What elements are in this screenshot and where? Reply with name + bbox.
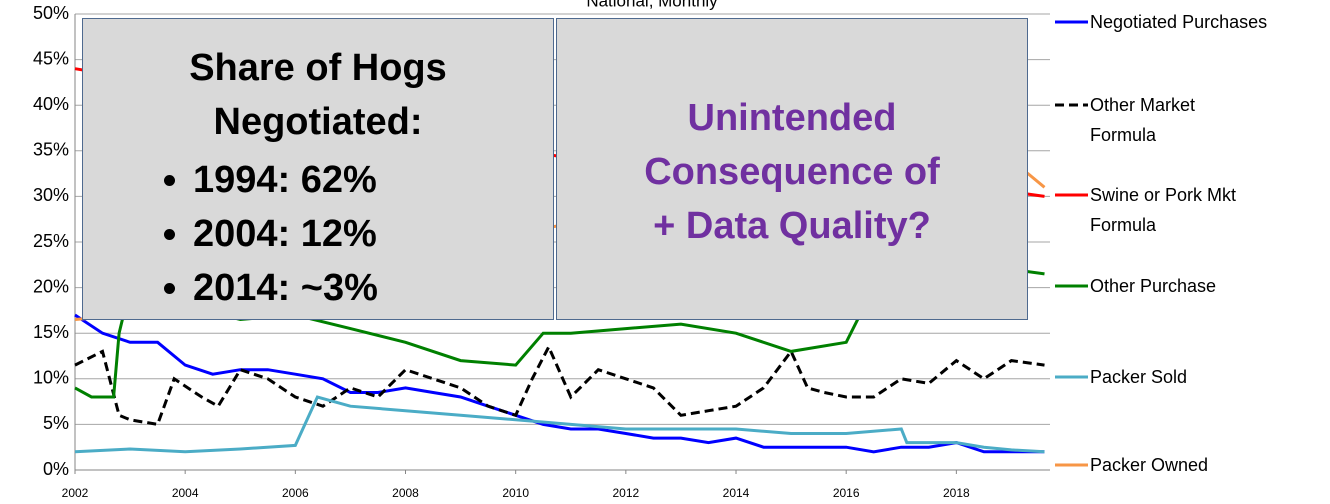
annotation-list: 1994: 62% 2004: 12% 2014: ~3% bbox=[83, 153, 553, 315]
x-tick-label: 2012 bbox=[612, 486, 639, 500]
legend-label: Packer Sold bbox=[1090, 367, 1188, 387]
series-line bbox=[74, 395, 1045, 454]
y-tick-label: 15% bbox=[33, 322, 69, 342]
x-tick-label: 2018 bbox=[943, 486, 970, 500]
y-tick-label: 50% bbox=[33, 3, 69, 23]
x-tick-label: 2008 bbox=[392, 486, 419, 500]
x-tick-label: 2006 bbox=[282, 486, 309, 500]
x-tick-label: 2004 bbox=[172, 486, 199, 500]
legend-label: Other Market Formula bbox=[1090, 95, 1196, 145]
x-tick-label: 2010 bbox=[502, 486, 529, 500]
legend-label: Packer Owned bbox=[1090, 455, 1209, 475]
y-tick-label: 40% bbox=[33, 94, 69, 114]
legend-label: Other Purchase bbox=[1090, 276, 1217, 296]
y-tick-label: 45% bbox=[33, 48, 69, 68]
annotation-title: Share of Hogs Negotiated: bbox=[189, 47, 447, 143]
annotation-item: 2014: ~3% bbox=[193, 261, 553, 315]
x-tick-label: 2002 bbox=[62, 486, 89, 500]
legend-label: Negotiated Purchases bbox=[1090, 12, 1268, 32]
annotation-box-left: Share of Hogs Negotiated: 1994: 62% 2004… bbox=[82, 18, 554, 320]
annotation-box-right: Unintended Consequence of + Data Quality… bbox=[556, 18, 1028, 320]
y-tick-label: 0% bbox=[43, 459, 69, 479]
y-tick-label: 10% bbox=[33, 368, 69, 388]
legend-label: Swine or Pork Mkt Formula bbox=[1090, 185, 1237, 235]
y-tick-label: 5% bbox=[43, 413, 69, 433]
x-tick-label: 2014 bbox=[723, 486, 750, 500]
chart-title: National, Monthly bbox=[586, 0, 718, 10]
y-tick-label: 25% bbox=[33, 231, 69, 251]
x-tick-label: 2016 bbox=[833, 486, 860, 500]
y-tick-label: 35% bbox=[33, 140, 69, 160]
series-line bbox=[74, 313, 1045, 454]
annotation-item: 1994: 62% bbox=[193, 153, 553, 207]
y-tick-label: 20% bbox=[33, 276, 69, 296]
series-line bbox=[74, 343, 1045, 427]
y-tick-label: 30% bbox=[33, 185, 69, 205]
annotation-item: 2004: 12% bbox=[193, 207, 553, 261]
